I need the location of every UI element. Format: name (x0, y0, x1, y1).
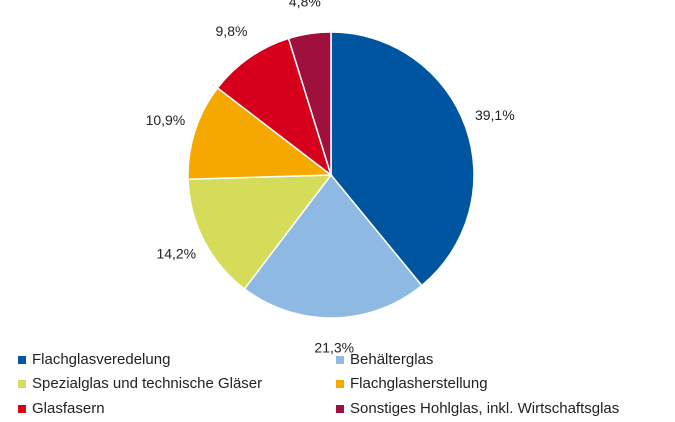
value-label: 39,1% (475, 107, 515, 123)
legend-label: Spezialglas und technische Gläser (32, 375, 262, 392)
legend-swatch (18, 405, 26, 413)
legend-swatch (18, 356, 26, 364)
value-label: 4,8% (289, 0, 321, 10)
pie-slice (330, 31, 475, 287)
legend-label: Glasfasern (32, 400, 105, 417)
legend-swatch (18, 380, 26, 388)
legend-label: Behälterglas (350, 351, 433, 368)
pie-slice (187, 86, 334, 181)
legend-swatch (336, 356, 344, 364)
legend-swatch (336, 405, 344, 413)
legend-label: Flachglasherstellung (350, 375, 488, 392)
value-label: 14,2% (156, 245, 196, 261)
value-label: 9,8% (216, 23, 248, 39)
pie-slice (287, 31, 332, 176)
legend-label: Sonstiges Hohlglas, inkl. Wirtschaftsgla… (350, 400, 619, 417)
legend-label: Flachglasveredelung (32, 351, 170, 368)
pie-slice (187, 174, 333, 290)
pie-slice (243, 173, 423, 319)
value-label: 21,3% (314, 340, 354, 356)
legend-swatch (336, 380, 344, 388)
value-label: 10,9% (146, 112, 186, 128)
pie-slice (216, 37, 333, 178)
